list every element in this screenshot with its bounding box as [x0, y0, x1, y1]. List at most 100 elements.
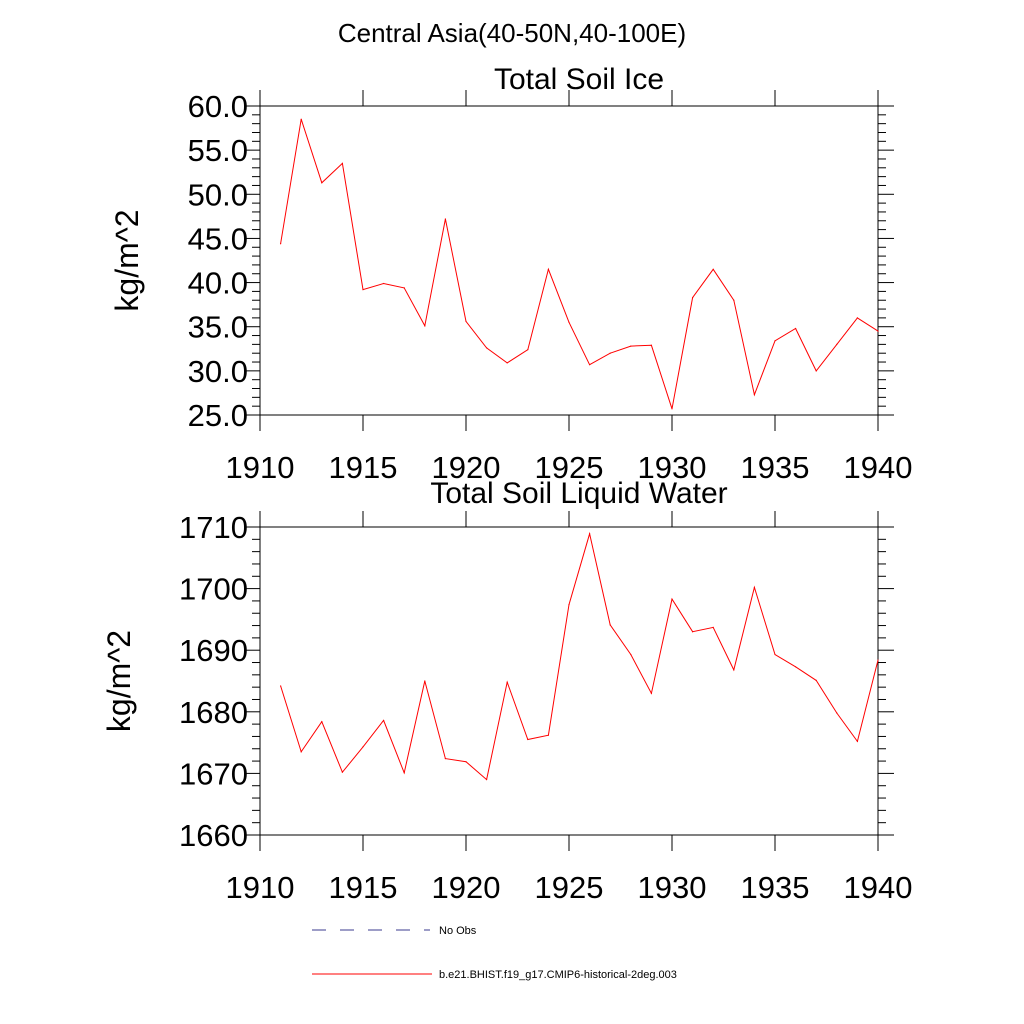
data-point — [486, 778, 488, 781]
data-point — [856, 740, 859, 742]
data-point — [856, 317, 859, 319]
data-point — [403, 287, 405, 289]
data-point — [444, 758, 446, 760]
data-point — [836, 343, 838, 345]
x-tick-label: 1920 — [432, 870, 501, 905]
y-tick-label: 25.0 — [188, 398, 248, 433]
data-point — [341, 771, 343, 773]
data-point — [589, 364, 591, 366]
panel-total-soil-ice: Total Soil Ice 1910 1915 1920 1925 1930 1935 19… — [109, 63, 912, 485]
y-tick-label: 35.0 — [188, 310, 248, 345]
legend: No Obs b.e21.BHIST.f19_g17.CMIP6-histori… — [312, 925, 677, 981]
y-axis-label: kg/m^2 — [101, 630, 137, 732]
data-point — [362, 746, 364, 748]
data-point — [609, 352, 611, 354]
y-tick-label: 30.0 — [188, 354, 248, 389]
data-point — [424, 680, 426, 682]
x-tick-label: 1935 — [741, 450, 810, 485]
plot-frame — [259, 105, 879, 416]
x-tick-label: 1910 — [226, 870, 295, 905]
x-tick-label: 1940 — [844, 870, 913, 905]
data-point — [671, 408, 673, 410]
data-point — [547, 268, 550, 270]
y-tick-label: 1660 — [179, 818, 248, 853]
data-point — [877, 659, 879, 661]
legend-label-no-obs: No Obs — [439, 925, 477, 937]
y-tick-label: 60.0 — [188, 89, 248, 124]
panel-total-soil-liquid-water: Total Soil Liquid Water 1910 1915 1920 1925 1… — [101, 477, 912, 905]
plot-frame — [259, 526, 879, 836]
data-point — [362, 289, 364, 291]
data-point — [403, 772, 405, 774]
data-point — [547, 734, 550, 736]
data-point — [589, 533, 591, 535]
data-point — [671, 598, 673, 600]
data-point — [506, 362, 508, 364]
data-point — [650, 344, 653, 346]
data-point — [692, 631, 694, 633]
data-point — [815, 679, 817, 681]
x-tick-label: 1915 — [329, 450, 398, 485]
data-point — [753, 586, 756, 588]
x-tick-label: 1925 — [535, 870, 604, 905]
x-tick-label: 1910 — [226, 450, 295, 485]
data-point — [733, 299, 735, 301]
data-point — [383, 719, 385, 722]
y-tick-label: 55.0 — [188, 133, 248, 168]
data-point — [300, 118, 302, 120]
data-point — [753, 394, 756, 396]
series-line — [280, 531, 879, 781]
x-tick-label: 1935 — [741, 870, 810, 905]
legend-label-model: b.e21.BHIST.f19_g17.CMIP6-historical-2de… — [439, 969, 677, 981]
data-point — [795, 327, 797, 330]
data-point — [712, 626, 714, 629]
data-point — [280, 243, 282, 245]
data-point — [300, 751, 302, 753]
data-point — [568, 321, 570, 323]
x-tick-label: 1930 — [638, 450, 707, 485]
panel-title: Total Soil Liquid Water — [430, 477, 727, 510]
data-point — [774, 340, 776, 342]
y-tick-label: 1670 — [179, 756, 248, 791]
y-tick-label: 1710 — [179, 510, 248, 545]
data-point — [424, 325, 426, 327]
data-point — [836, 712, 838, 714]
data-point — [815, 370, 817, 372]
data-point — [527, 349, 529, 351]
panel-title: Total Soil Ice — [494, 63, 664, 96]
series-line — [280, 119, 879, 409]
y-tick-label: 50.0 — [188, 177, 248, 212]
data-point — [465, 320, 467, 323]
y-axis-label: kg/m^2 — [109, 209, 145, 311]
data-point — [733, 669, 735, 671]
data-point — [321, 182, 323, 184]
data-point — [506, 681, 508, 683]
x-tick-label: 1930 — [638, 870, 707, 905]
data-point — [609, 624, 611, 626]
data-point — [692, 296, 694, 299]
data-point — [630, 345, 632, 347]
data-point — [341, 162, 343, 164]
x-tick-label: 1920 — [432, 450, 501, 485]
data-point — [877, 330, 879, 332]
y-tick-label: 1700 — [179, 572, 248, 607]
x-tick-label: 1925 — [535, 450, 604, 485]
y-tick-label: 1680 — [179, 695, 248, 730]
data-point — [486, 347, 488, 349]
data-point — [630, 653, 632, 656]
data-point — [650, 692, 653, 694]
y-tick-label: 1690 — [179, 633, 248, 668]
x-tick-label: 1940 — [844, 450, 913, 485]
data-point — [712, 268, 714, 270]
data-point — [795, 666, 797, 668]
data-point — [444, 218, 446, 220]
data-point — [383, 282, 385, 285]
y-tick-label: 40.0 — [188, 266, 248, 301]
data-point — [774, 653, 776, 656]
data-point — [568, 604, 570, 606]
data-point — [465, 761, 467, 763]
data-point — [321, 721, 323, 723]
data-point — [280, 685, 282, 687]
main-title: Central Asia(40-50N,40-100E) — [338, 18, 686, 48]
